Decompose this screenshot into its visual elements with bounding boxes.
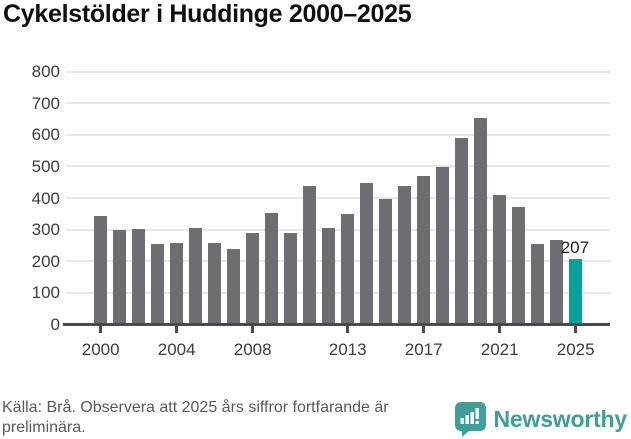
bar-2015 <box>378 198 393 325</box>
y-axis-tick-label: 300 <box>31 220 60 240</box>
y-axis-tick-label: 800 <box>31 62 60 81</box>
bar-2008 <box>245 233 260 325</box>
bar-2003 <box>150 243 165 325</box>
bar-2002 <box>131 228 146 325</box>
bar-2004 <box>169 242 184 325</box>
x-axis-tick-label: 2025 <box>556 339 595 359</box>
bar-2000 <box>93 215 108 325</box>
bar-2018 <box>435 167 450 325</box>
bar-2020 <box>473 117 488 325</box>
x-axis-line <box>63 323 610 326</box>
y-axis-tick-label: 700 <box>31 93 60 113</box>
x-axis-tick-2000 <box>99 326 103 333</box>
gridline-100 <box>66 291 610 294</box>
y-axis-tick-label: 600 <box>31 125 60 145</box>
gridline-300 <box>66 228 610 231</box>
newsworthy-logo: Newsworthy <box>454 401 627 437</box>
x-axis-tick-label: 2021 <box>480 339 519 359</box>
gridline-800 <box>66 70 610 73</box>
bar-2001 <box>112 229 127 325</box>
bar-2005 <box>188 228 203 325</box>
y-axis-tick-label: 100 <box>31 283 60 303</box>
x-axis-tick-label: 2013 <box>328 339 367 359</box>
bar-2021 <box>492 195 507 325</box>
x-axis-tick-label: 2004 <box>157 339 196 359</box>
x-axis-tick-2013 <box>346 326 350 333</box>
gridline-500 <box>66 165 610 168</box>
x-axis-tick-label: 2017 <box>404 339 443 359</box>
bar-2007 <box>226 248 241 325</box>
x-axis-tick-2017 <box>422 326 426 333</box>
bar-2023 <box>530 243 545 325</box>
y-axis-tick-label: 0 <box>50 315 60 334</box>
x-axis-tick-2021 <box>498 326 502 333</box>
bar-2024 <box>549 240 564 325</box>
chart-title: Cykelstölder i Huddinge 2000–2025 <box>3 0 412 28</box>
x-axis-tick-2008 <box>251 326 255 333</box>
bar-2019 <box>454 138 469 325</box>
x-axis-tick-2025 <box>574 326 578 333</box>
gridline-200 <box>66 260 610 263</box>
bar-2022 <box>511 206 526 325</box>
gridline-400 <box>66 197 610 199</box>
brand-name: Newsworthy <box>493 405 628 432</box>
bar-2010 <box>283 233 298 325</box>
gridline-600 <box>66 133 610 136</box>
bar-2006 <box>207 243 222 325</box>
x-axis-tick-label: 2000 <box>81 339 120 359</box>
highlight-value-label: 207 <box>560 238 590 258</box>
bar-2025 <box>568 259 583 325</box>
x-axis-tick-2004 <box>175 326 179 333</box>
y-axis-tick-label: 400 <box>31 188 60 208</box>
y-axis-tick-label: 200 <box>31 251 60 271</box>
y-axis-tick-label: 500 <box>31 156 60 176</box>
source-note: Källa: Brå. Observera att 2025 års siffr… <box>2 399 389 436</box>
bar-2013 <box>340 213 355 325</box>
bar-2017 <box>416 176 431 325</box>
bar-2009 <box>264 213 279 325</box>
gridline-700 <box>66 102 610 105</box>
x-axis-tick-label: 2008 <box>233 339 272 359</box>
bar-2011 <box>302 186 317 325</box>
bar-2016 <box>397 185 412 325</box>
bar-2014 <box>359 183 374 325</box>
bar-2012 <box>321 228 336 325</box>
bar-chart-speech-bubble-icon <box>454 402 486 437</box>
